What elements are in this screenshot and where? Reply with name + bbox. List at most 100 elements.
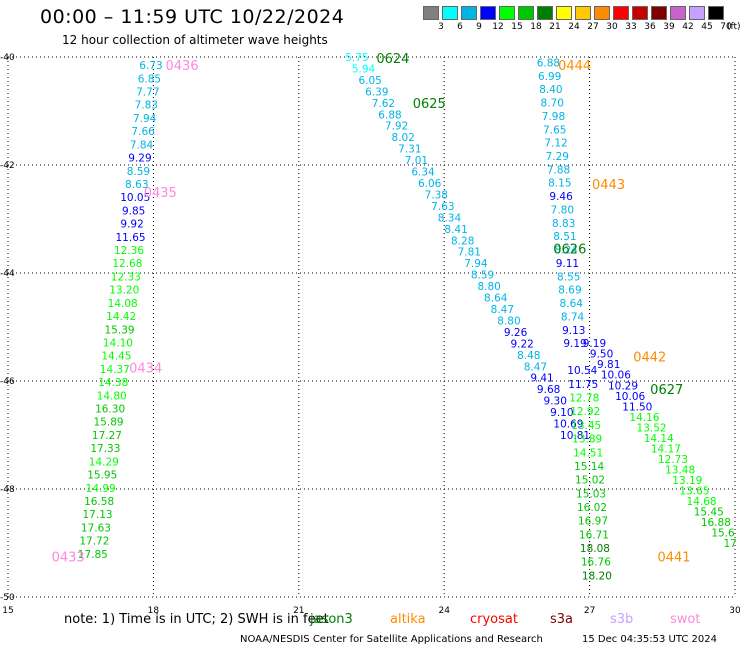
swh-value-label: 14.80 — [97, 390, 127, 402]
y-tick-label: -42 — [0, 161, 15, 171]
legend-label: 36 — [644, 22, 656, 32]
legend-label: 9 — [476, 22, 482, 32]
legend-swatch — [537, 6, 553, 20]
swh-value-label: 6.99 — [538, 71, 561, 83]
legend-label: 15 — [511, 22, 523, 32]
swh-value-label: 16.76 — [581, 557, 611, 569]
pass-id-label: 0434 — [129, 362, 162, 377]
swh-value-label: 12.68 — [112, 258, 142, 270]
swh-value-label: 15.14 — [574, 461, 604, 473]
swh-value-label: 8.64 — [484, 293, 508, 305]
swh-value-label: 14.16 — [629, 412, 659, 424]
swh-value-label: 7.94 — [133, 113, 157, 125]
legend-swatch — [518, 6, 534, 20]
swh-value-label: 10.29 — [608, 380, 638, 392]
y-tick-label: -44 — [0, 269, 15, 279]
legend-swatch — [651, 6, 667, 20]
swh-value-label: 5.94 — [352, 63, 376, 75]
swh-value-label: 8.70 — [541, 98, 564, 110]
satellite-label-s3a: s3a — [550, 612, 574, 627]
swh-value-label: 6.06 — [418, 178, 442, 190]
swh-value-label: 12.78 — [569, 393, 599, 405]
page-title: 00:00 – 11:59 UTC 10/22/2024 — [40, 6, 345, 28]
swh-value-label: 6.05 — [358, 75, 381, 87]
swh-value-label: 9.19 — [583, 338, 606, 350]
y-tick-label: -40 — [0, 53, 15, 63]
swh-value-label: 10.54 — [567, 365, 597, 377]
satellite-label-s3b: s3b — [610, 612, 634, 627]
pass-id-label: 0435 — [144, 186, 177, 201]
swh-value-label: 8.64 — [560, 298, 584, 310]
swh-value-label: 13.19 — [672, 475, 702, 487]
swh-value-label: 15.45 — [694, 506, 724, 518]
swh-value-label: 14.08 — [108, 298, 138, 310]
swh-value-label: 12.36 — [114, 245, 144, 257]
legend-swatch — [575, 6, 591, 20]
swh-value-label: 17.63 — [81, 522, 111, 534]
pass-id-label: 0441 — [657, 551, 690, 566]
swh-value-label: 6.39 — [365, 86, 388, 98]
swh-value-label: 7.01 — [405, 155, 428, 167]
swh-value-label: 9.81 — [597, 359, 620, 371]
swh-value-label: 9.10 — [550, 407, 573, 419]
swh-value-label: 5.75 — [345, 52, 368, 64]
swh-value-label: 7.84 — [130, 139, 154, 151]
swh-value-label: 17 — [723, 538, 736, 550]
swh-value-label: 12.33 — [111, 271, 141, 283]
swh-value-label: 13.89 — [572, 434, 602, 446]
swh-value-label: 6.73 — [139, 60, 162, 72]
swh-value-label: 14.99 — [86, 483, 116, 495]
legend-swatch — [499, 6, 515, 20]
legend-label: 33 — [625, 22, 637, 32]
swh-value-label: 14.37 — [100, 364, 130, 376]
swh-value-label: 7.63 — [431, 201, 454, 213]
swh-value-label: 14.29 — [89, 456, 119, 468]
swh-value-label: 12.92 — [570, 406, 600, 418]
swh-value-label: 15.89 — [94, 417, 124, 429]
swh-value-label: 13.52 — [637, 422, 667, 434]
pass-id-label: 0436 — [166, 59, 199, 74]
swh-value-label: 7.65 — [543, 124, 566, 136]
x-tick-label: 30 — [729, 606, 740, 616]
footer-credit: NOAA/NESDIS Center for Satellite Applica… — [240, 634, 543, 645]
swh-value-label: 9.92 — [120, 219, 143, 231]
note-text: note: 1) Time is in UTC; 2) SWH is in fe… — [64, 612, 329, 627]
swh-value-label: 6.34 — [411, 167, 435, 179]
swh-value-label: 8.59 — [471, 270, 494, 282]
swh-value-label: 17.27 — [92, 430, 122, 442]
swh-value-label: 9.29 — [128, 153, 151, 165]
legend-label: 39 — [663, 22, 675, 32]
swh-value-label: 15.03 — [576, 488, 606, 500]
pass-id-label: 0433 — [52, 551, 85, 566]
swh-value-label: 16.30 — [95, 404, 125, 416]
legend-label: 45 — [701, 22, 713, 32]
swh-value-label: 14.38 — [98, 377, 128, 389]
swh-value-label: 9.19 — [563, 338, 586, 350]
legend-swatch — [461, 6, 477, 20]
legend-label: 3 — [438, 22, 444, 32]
swh-value-label: 7.38 — [425, 189, 448, 201]
swh-value-label: 7.81 — [458, 247, 481, 259]
legend-swatch — [423, 6, 439, 20]
swh-value-label: 11.50 — [622, 401, 652, 413]
legend-swatch — [613, 6, 629, 20]
pass-id-label: 0625 — [413, 97, 446, 112]
y-tick-label: -48 — [0, 485, 15, 495]
y-tick-label: -46 — [0, 377, 15, 387]
swh-value-label: 8.69 — [558, 285, 581, 297]
swh-value-label: 8.40 — [539, 84, 562, 96]
swh-value-label: 10.05 — [120, 192, 150, 204]
swh-value-label: 17.85 — [78, 549, 108, 561]
swh-value-label: 7.94 — [464, 258, 488, 270]
swh-value-label: 8.41 — [444, 224, 467, 236]
swh-value-label: 13.45 — [571, 420, 601, 432]
satellite-label-swot: swot — [670, 612, 701, 627]
swh-value-label: 14.17 — [651, 443, 681, 455]
swh-value-label: 9.46 — [549, 191, 573, 203]
pass-id-label: 0627 — [650, 383, 683, 398]
swh-value-label: 13.65 — [679, 485, 709, 497]
swh-value-label: 7.83 — [135, 100, 158, 112]
swh-value-label: 9.26 — [504, 327, 528, 339]
swh-value-label: 8.47 — [524, 361, 547, 373]
